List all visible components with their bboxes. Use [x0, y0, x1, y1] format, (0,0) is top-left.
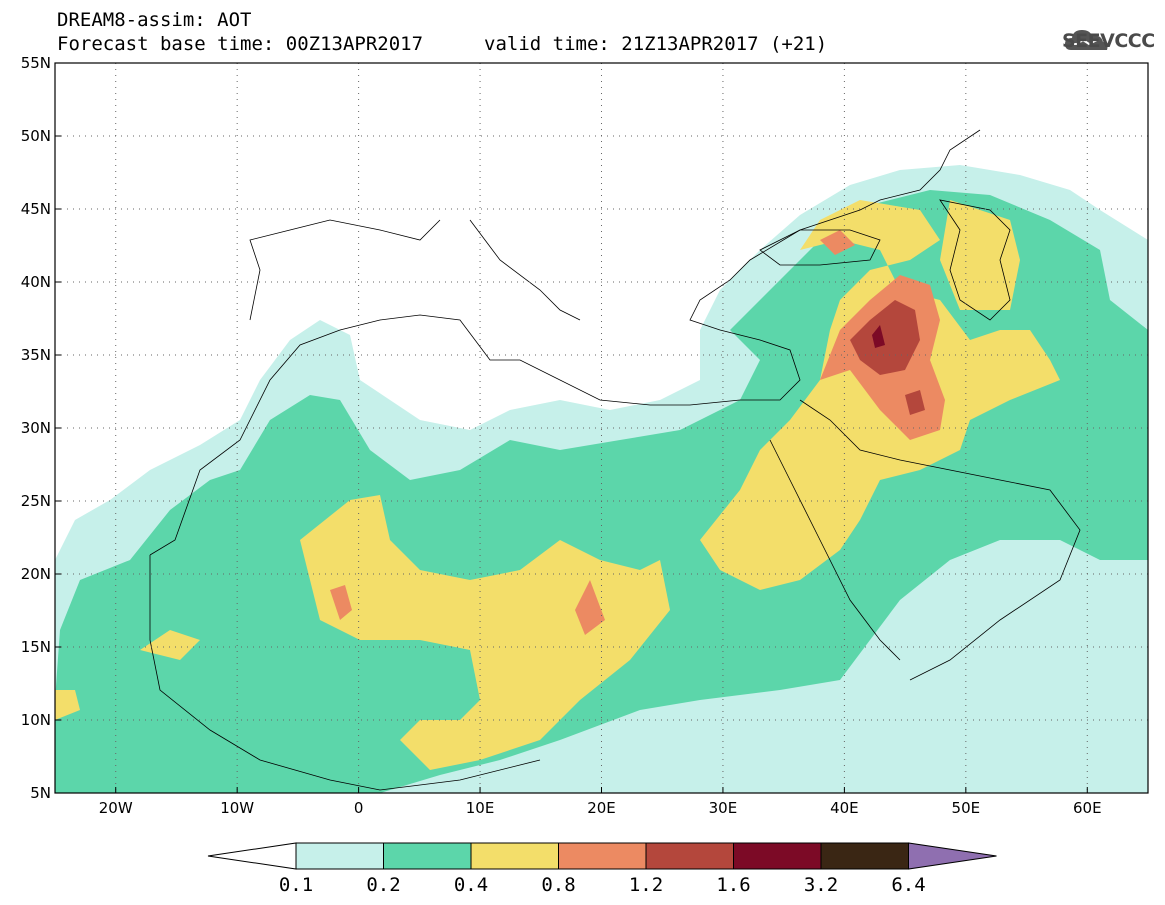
y-tick-label: 5N: [30, 784, 51, 802]
coastlines: [149, 129, 1081, 791]
x-tick-label: 10E: [466, 799, 495, 817]
colorbar-label: 6.4: [891, 874, 925, 896]
coastline-westafrica: [149, 555, 541, 791]
cloud-logo-icon: [1065, 30, 1108, 50]
y-tick-label: 55N: [21, 54, 51, 72]
x-tick-label: 50E: [952, 799, 981, 817]
aot-field: [55, 165, 1148, 793]
x-tick-label: 30E: [709, 799, 738, 817]
x-tick-label: 20E: [587, 799, 616, 817]
coastline-europe-africa: [149, 129, 981, 556]
y-tick-label: 40N: [21, 273, 51, 291]
colorbar-label: 0.1: [279, 874, 313, 896]
x-tick-label: 0: [354, 799, 364, 817]
coastline-redsea: [769, 439, 901, 661]
map-title: DREAM8-assim: AOT: [57, 9, 252, 31]
logo-text: SEEVCCC: [1062, 30, 1155, 52]
colorbar: 0.1 0.2 0.4 0.8 1.2 1.6 3.2 6.4: [207, 842, 997, 896]
coastline-arabia: [799, 399, 1081, 681]
gridlines: [55, 63, 1148, 793]
colorbar-swatch: [295, 842, 384, 870]
colorbar-min-arrow: [207, 842, 297, 870]
aot-contour-1.2: [850, 300, 925, 415]
colorbar-label: 0.2: [366, 874, 400, 896]
y-tick-label: 10N: [21, 711, 51, 729]
aot-contour-1.6: [872, 325, 885, 348]
coastline-iberia: [249, 219, 441, 321]
colorbar-swatch: [733, 842, 822, 870]
y-axis-ticks: 55N 50N 45N 40N 35N 30N 25N 20N 15N 10N 5N: [21, 54, 61, 802]
x-tick-label: 60E: [1073, 799, 1102, 817]
y-tick-label: 25N: [21, 492, 51, 510]
y-tick-label: 35N: [21, 346, 51, 364]
colorbar-swatch: [383, 842, 472, 870]
y-tick-label: 50N: [21, 127, 51, 145]
aot-contour-0.4: [55, 200, 1060, 770]
colorbar-label: 1.2: [629, 874, 663, 896]
coastline-italy: [469, 219, 581, 321]
y-tick-label: 30N: [21, 419, 51, 437]
y-tick-label: 15N: [21, 638, 51, 656]
colorbar-swatch: [645, 842, 734, 870]
valid-time: valid time: 21Z13APR2017 (+21): [484, 33, 828, 55]
x-tick-label: 20W: [99, 799, 133, 817]
y-tick-label: 20N: [21, 565, 51, 583]
colorbar-max-arrow: [908, 842, 997, 870]
x-axis-ticks: 20W 10W 0 10E 20E 30E 40E 50E 60E: [99, 787, 1102, 817]
coastline-blacksea: [759, 229, 881, 266]
colorbar-label: 1.6: [716, 874, 750, 896]
x-tick-label: 10W: [220, 799, 254, 817]
colorbar-swatch: [470, 842, 559, 870]
x-tick-label: 40E: [830, 799, 859, 817]
colorbar-label: 0.4: [454, 874, 488, 896]
colorbar-swatch: [558, 842, 647, 870]
coastline-caspian: [939, 199, 1011, 321]
forecast-base-time: Forecast base time: 00Z13APR2017: [57, 33, 424, 55]
colorbar-label: 0.8: [541, 874, 575, 896]
y-tick-label: 45N: [21, 200, 51, 218]
colorbar-swatch: [820, 842, 909, 870]
colorbar-label: 3.2: [804, 874, 838, 896]
